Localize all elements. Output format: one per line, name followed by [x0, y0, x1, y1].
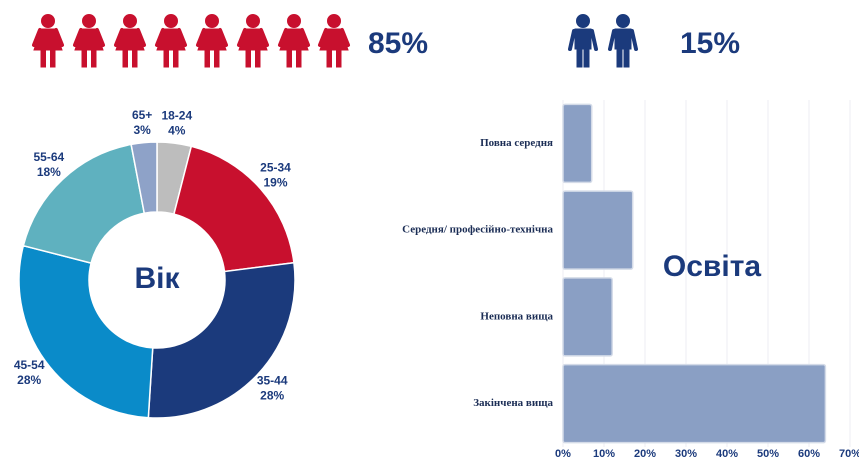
- male-icons: [568, 14, 638, 68]
- donut-slice: [18, 244, 154, 419]
- slice-category: 55-64: [33, 150, 64, 164]
- slice-category: 35-44: [257, 373, 288, 387]
- bar: [562, 363, 827, 444]
- bar-category: Повна середня: [480, 137, 553, 149]
- x-tick-label: 10%: [593, 448, 615, 457]
- slice-label: 18%: [37, 165, 61, 179]
- slice-label: 4%: [168, 123, 186, 137]
- male-share: 15%: [680, 27, 740, 60]
- slice-label: 28%: [17, 373, 41, 387]
- slice-label: 19%: [264, 176, 288, 190]
- slice-label: 28%: [260, 388, 284, 402]
- bar-title: Освіта: [663, 250, 761, 283]
- x-tick-label: 20%: [634, 448, 656, 457]
- x-tick-label: 70%: [839, 448, 859, 457]
- slice-label: 3%: [133, 123, 151, 137]
- bar-category: Середня/ професійно-технічна: [402, 224, 553, 236]
- slice-category: 65+: [132, 108, 152, 122]
- x-tick-label: 40%: [716, 448, 738, 457]
- donut-title: Вік: [134, 262, 180, 295]
- charts: 18-244%25-3419%35-4428%45-5428%55-6418%6…: [14, 100, 859, 457]
- bar: [562, 277, 613, 357]
- slice-category: 18-24: [161, 108, 192, 122]
- bar-category: Неповна вища: [480, 310, 553, 322]
- bar: [562, 190, 634, 270]
- x-tick-label: 0%: [555, 448, 571, 457]
- bar: [562, 103, 593, 184]
- donut-slice: [172, 145, 295, 273]
- x-tick-label: 60%: [798, 448, 820, 457]
- female-share: 85%: [368, 27, 428, 60]
- donut-slice: [130, 141, 158, 215]
- donut-slice: [147, 261, 296, 419]
- x-tick-label: 30%: [675, 448, 697, 457]
- slice-category: 45-54: [14, 358, 45, 372]
- bar-category: Закінчена вища: [473, 397, 553, 409]
- x-tick-label: 50%: [757, 448, 779, 457]
- slice-category: 25-34: [260, 161, 291, 175]
- female-icons: [32, 14, 350, 68]
